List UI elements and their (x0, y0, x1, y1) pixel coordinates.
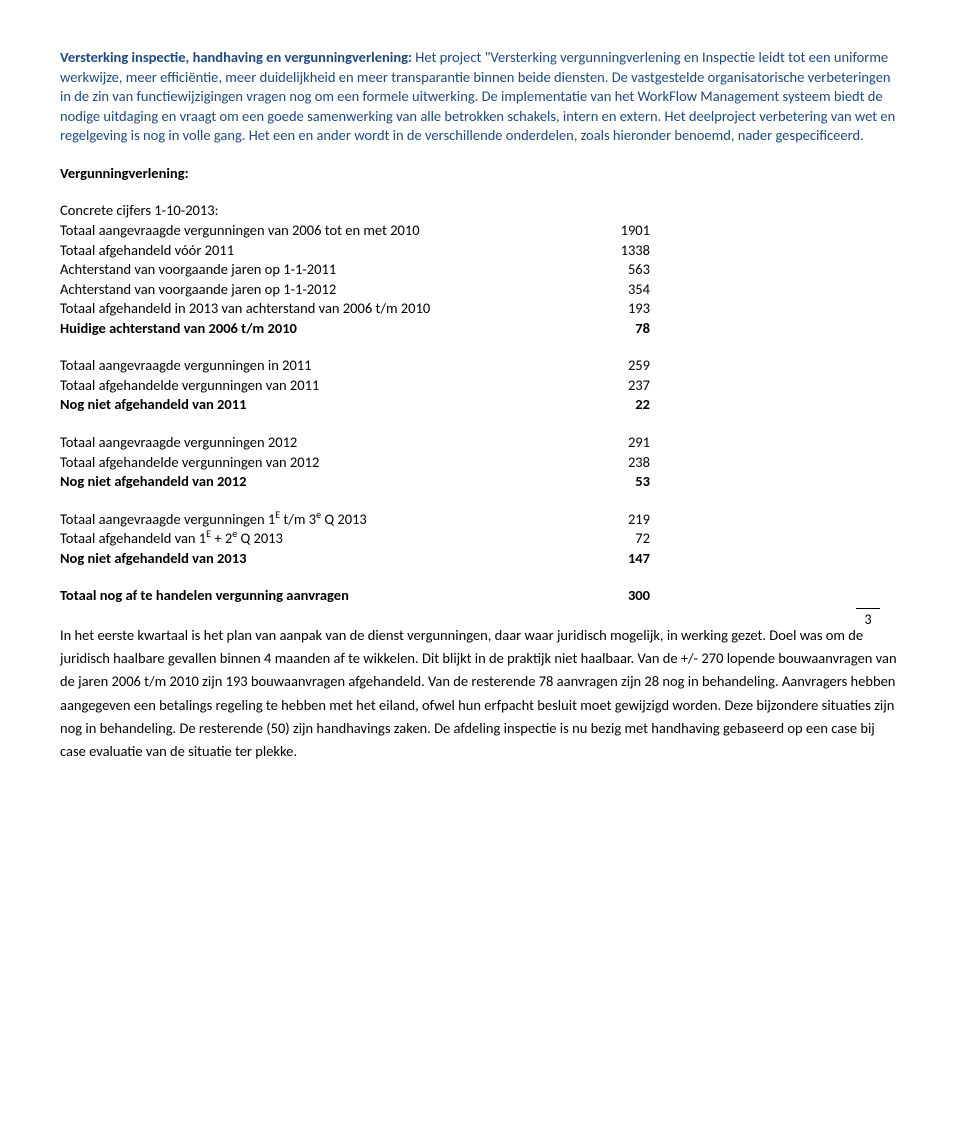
row-value: 193 (600, 299, 650, 319)
row-label: Totaal aangevraagde vergunningen in 2011 (60, 356, 600, 376)
figures-block-2: Totaal aangevraagde vergunningen in 2011… (60, 356, 650, 415)
row-value: 219 (600, 510, 650, 530)
section-heading: Vergunningverlening: (60, 164, 900, 184)
row-value: 354 (600, 280, 650, 300)
intro-lead: Versterking inspectie, handhaving en ver… (60, 48, 415, 66)
row-value: 147 (600, 549, 650, 569)
row-label: Totaal afgehandeld vóór 2011 (60, 241, 600, 261)
row-value: 72 (600, 529, 650, 549)
row-label: Totaal aangevraagde vergunningen 1E t/m … (60, 510, 600, 530)
block1-head: Concrete cijfers 1-10-2013: (60, 201, 900, 221)
row-value: 238 (600, 453, 650, 473)
row-value: 22 (600, 395, 650, 415)
row-label: Nog niet afgehandeld van 2013 (60, 549, 600, 569)
row-value: 259 (600, 356, 650, 376)
intro-paragraph: Versterking inspectie, handhaving en ver… (60, 48, 900, 146)
row-label: Totaal aangevraagde vergunningen 2012 (60, 433, 600, 453)
row-label: Totaal afgehandeld in 2013 van achtersta… (60, 299, 600, 319)
figures-block-3: Totaal aangevraagde vergunningen 2012291… (60, 433, 650, 492)
row-label: Nog niet afgehandeld van 2012 (60, 472, 600, 492)
closing-paragraph: In het eerste kwartaal is het plan van a… (60, 624, 900, 763)
row-value: 53 (600, 472, 650, 492)
figures-block-4: Totaal aangevraagde vergunningen 1E t/m … (60, 510, 650, 569)
row-label: Totaal afgehandelde vergunningen van 201… (60, 376, 600, 396)
total-label: Totaal nog af te handelen vergunning aan… (60, 586, 600, 606)
row-label: Totaal aangevraagde vergunningen van 200… (60, 221, 600, 241)
page-number: 3 (856, 608, 880, 630)
figures-block-1: Totaal aangevraagde vergunningen van 200… (60, 221, 650, 338)
row-label: Achterstand van voorgaande jaren op 1-1-… (60, 260, 600, 280)
row-label: Totaal afgehandelde vergunningen van 201… (60, 453, 600, 473)
row-label: Huidige achterstand van 2006 t/m 2010 (60, 319, 600, 339)
total-value: 300 (600, 586, 650, 606)
row-label: Nog niet afgehandeld van 2011 (60, 395, 600, 415)
row-value: 237 (600, 376, 650, 396)
row-value: 1901 (600, 221, 650, 241)
row-value: 78 (600, 319, 650, 339)
row-value: 291 (600, 433, 650, 453)
row-label: Totaal afgehandeld van 1E + 2e Q 2013 (60, 529, 600, 549)
row-label: Achterstand van voorgaande jaren op 1-1-… (60, 280, 600, 300)
row-value: 1338 (600, 241, 650, 261)
figures-total: Totaal nog af te handelen vergunning aan… (60, 586, 650, 606)
row-value: 563 (600, 260, 650, 280)
